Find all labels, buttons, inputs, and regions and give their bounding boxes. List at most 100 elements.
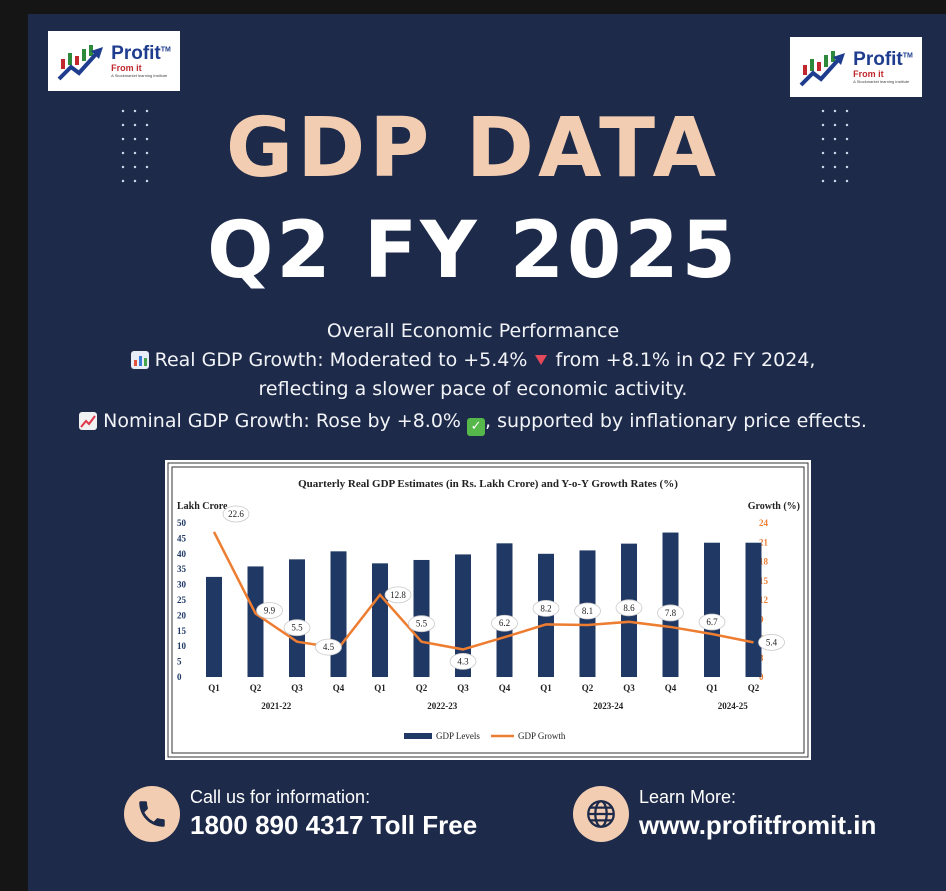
legend-swatch-gdp-levels [404, 733, 432, 739]
real-growth-prefix: Real GDP Growth: Moderated to +5.4% [154, 349, 528, 371]
gdp-level-bar [455, 554, 471, 677]
growth-data-label: 8.1 [582, 606, 593, 616]
contact-web: Learn More: www.profitfromit.in [573, 786, 876, 842]
info-real-growth: Real GDP Growth: Moderated to +5.4% from… [0, 349, 946, 371]
x-tick-label: Q2 [582, 683, 594, 693]
x-tick-label: Q4 [499, 683, 511, 693]
y-left-tick-label: 50 [177, 518, 187, 528]
y-left-tick-label: 10 [177, 641, 187, 651]
chart-inner-frame [171, 466, 805, 754]
growth-label-bubble [615, 599, 643, 617]
logo-sub: From it [853, 69, 884, 79]
y-left-tick-label: 40 [177, 549, 187, 559]
logo-chart-icon [57, 45, 104, 81]
growth-data-label: 5.5 [416, 619, 428, 629]
growth-data-label: 6.7 [706, 617, 718, 627]
logo-tm: TM [160, 46, 171, 54]
x-tick-label: Q1 [374, 683, 386, 693]
growth-data-label: 5.5 [291, 623, 303, 633]
logo-sub: From it [111, 63, 142, 73]
x-tick-label: Q2 [250, 683, 262, 693]
globe-circle [573, 786, 629, 842]
gdp-growth-line [212, 531, 754, 651]
growth-label-bubble [491, 614, 518, 632]
title-line-2: Q2 FY 2025 [207, 206, 739, 296]
growth-data-label: 6.2 [499, 618, 510, 628]
gdp-level-bar [247, 566, 264, 677]
info-real-growth-line2: reflecting a slower pace of economic act… [0, 378, 946, 400]
growth-data-label: 4.5 [323, 642, 335, 652]
logo-tm: TM [902, 52, 913, 60]
dot-pattern-right [817, 104, 853, 184]
logo-left: ProfitTM From it A Stockmarket learning … [48, 31, 180, 91]
x-tick-label: Q2 [748, 683, 760, 693]
growth-data-label: 12.8 [390, 590, 406, 600]
real-growth-suffix: from +8.1% in Q2 FY 2024, [555, 349, 816, 371]
y-axis-right-label: Growth (%) [748, 501, 800, 512]
gdp-level-bar [372, 563, 388, 677]
growth-data-label: 8.2 [540, 603, 551, 613]
x-tick-label: Q3 [457, 683, 469, 693]
bar-chart-emoji-icon [130, 351, 149, 369]
x-tick-label: Q2 [416, 683, 428, 693]
logo-tagline: A Stockmarket learning institute [853, 79, 910, 84]
web-link[interactable]: www.profitfromit.in [639, 810, 877, 840]
globe-icon [587, 800, 615, 828]
growth-label-bubble [657, 604, 684, 622]
growth-label-bubble [758, 633, 785, 651]
gdp-level-bar [496, 543, 513, 677]
logo-name: Profit [111, 43, 161, 64]
y-right-tick-label: 18 [759, 557, 769, 567]
dot-pattern-left [117, 104, 153, 184]
y-right-tick-label: 15 [759, 576, 769, 586]
growth-label-bubble [532, 599, 560, 617]
y-right-tick-label: 21 [759, 537, 769, 547]
y-left-tick-label: 0 [177, 672, 182, 682]
gdp-level-bar [330, 551, 347, 677]
call-number[interactable]: 1800 890 4317 Toll Free [190, 810, 478, 840]
gdp-chart: Quarterly Real GDP Estimates (in Rs. Lak… [165, 460, 811, 760]
y-right-tick-label: 24 [759, 518, 769, 528]
contact-call: Call us for information: 1800 890 4317 T… [124, 786, 477, 842]
growth-data-label: 22.6 [228, 509, 244, 519]
y-left-tick-label: 30 [177, 580, 187, 590]
growth-label-bubble [384, 586, 412, 604]
down-triangle-icon [535, 355, 548, 365]
info-heading: Overall Economic Performance [0, 320, 946, 342]
growth-data-label: 8.6 [623, 603, 635, 613]
trend-up-emoji-icon [79, 412, 98, 430]
gdp-chart-svg: Quarterly Real GDP Estimates (in Rs. Lak… [167, 462, 809, 758]
info-nominal-growth: Nominal GDP Growth: Rose by +8.0% ✓, sup… [0, 410, 946, 436]
x-tick-label: Q4 [333, 683, 345, 693]
logo-right: ProfitTM From it A Stockmarket learning … [790, 37, 922, 97]
growth-label-bubble [256, 602, 283, 619]
web-label: Learn More: [639, 787, 737, 807]
nominal-growth-suffix: , supported by inflationary price effect… [485, 410, 867, 432]
gdp-level-bar [745, 542, 762, 677]
gdp-level-bar [289, 559, 305, 677]
legend-label-gdp-growth: GDP Growth [518, 731, 566, 741]
x-group-label: 2021-22 [261, 701, 291, 711]
x-group-label: 2022-23 [427, 701, 457, 711]
growth-data-label: 7.8 [665, 608, 677, 618]
chart-title: Quarterly Real GDP Estimates (in Rs. Lak… [298, 478, 678, 490]
growth-data-label: 5.4 [766, 637, 778, 647]
y-left-tick-label: 25 [177, 595, 187, 605]
phone-circle [124, 786, 180, 842]
nominal-growth-prefix: Nominal GDP Growth: Rose by +8.0% [103, 410, 461, 432]
info-heading-text: Overall Economic Performance [326, 320, 620, 342]
growth-label-bubble [408, 615, 435, 633]
x-tick-label: Q3 [291, 683, 303, 693]
y-axis-left-label: Lakh Crore [177, 501, 228, 512]
gdp-level-bar [206, 576, 222, 677]
logo-name: Profit [853, 49, 903, 70]
chart-outer-frame [167, 462, 809, 758]
x-tick-label: Q1 [208, 683, 220, 693]
phone-icon [139, 801, 165, 827]
x-group-label: 2023-24 [593, 701, 623, 711]
y-left-tick-label: 35 [177, 564, 187, 574]
logo-tagline: A Stockmarket learning institute [111, 73, 168, 78]
x-tick-label: Q1 [540, 683, 552, 693]
y-left-tick-label: 15 [177, 626, 187, 636]
gdp-level-bar [704, 542, 720, 677]
